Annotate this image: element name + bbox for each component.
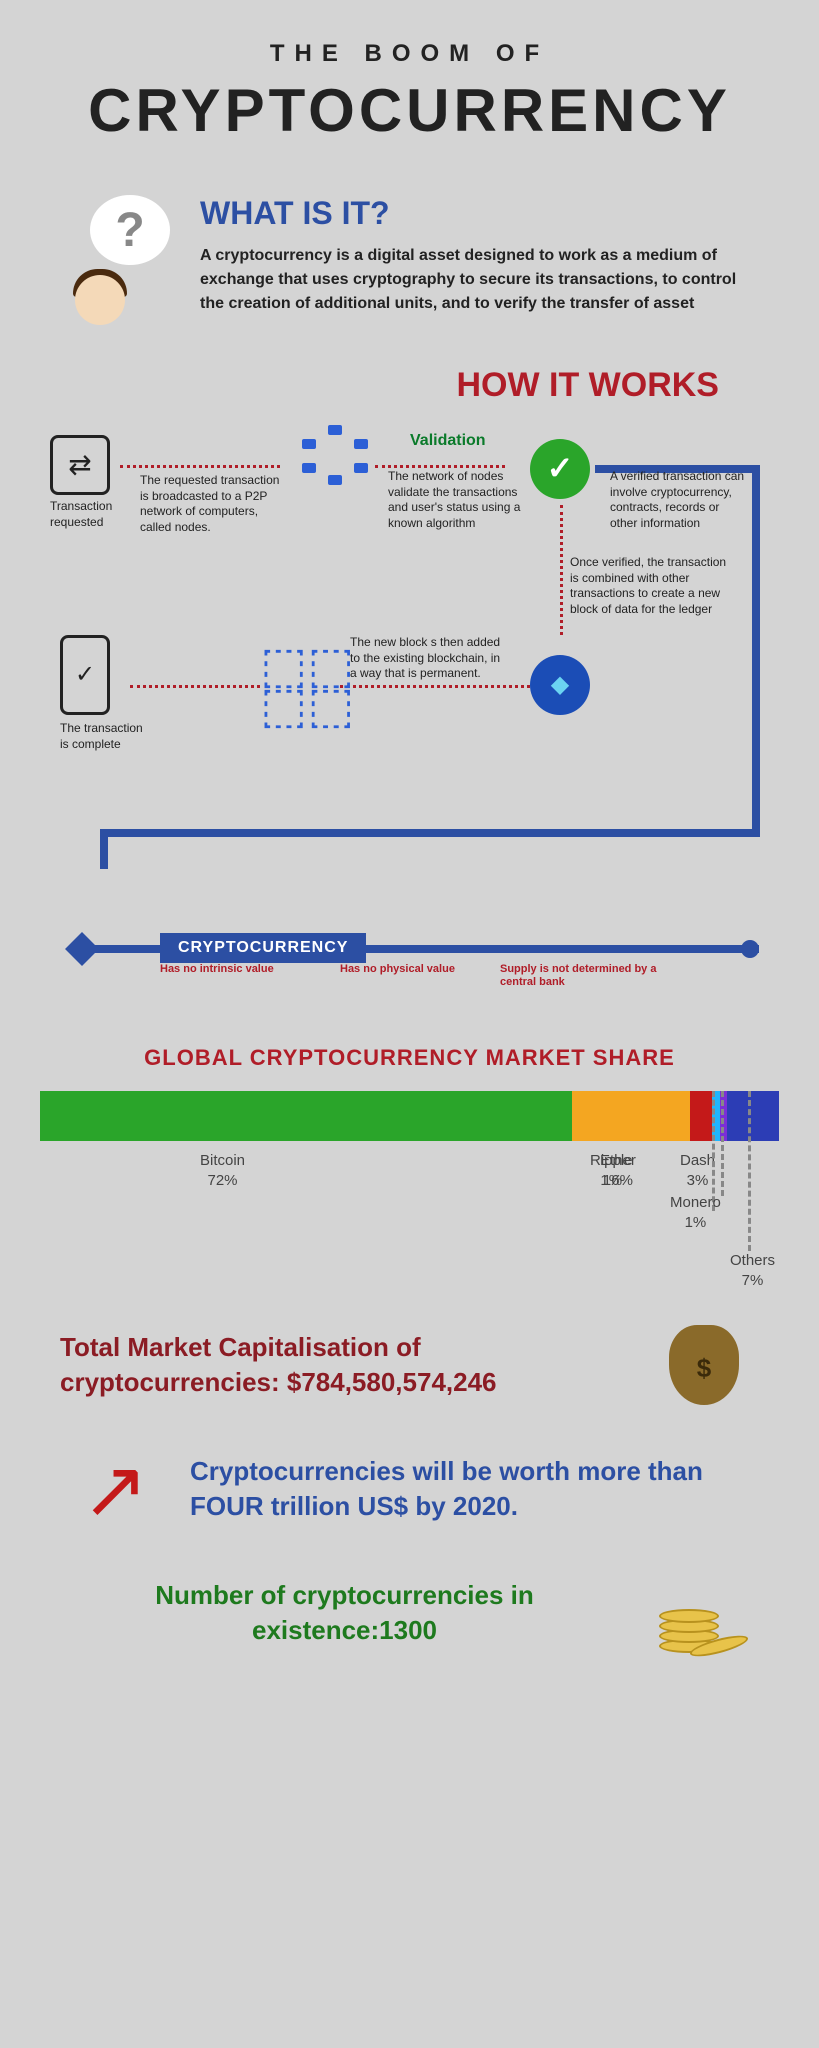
block-icon: ◆ xyxy=(530,655,590,715)
phone-check-icon: ✓ xyxy=(60,635,110,715)
market-seg-bitcoin xyxy=(40,1091,572,1141)
moneybag-icon xyxy=(649,1315,759,1415)
crypto-properties-bar: CRYPTOCURRENCY Has no intrinsic value Ha… xyxy=(40,915,779,995)
seg-pct-dash: 3% xyxy=(680,1171,715,1191)
crypto-prop-1: Has no intrinsic value xyxy=(160,963,280,976)
seg-name-others: Others xyxy=(730,1252,775,1269)
seg-pct-bitcoin: 72% xyxy=(200,1171,245,1191)
step-verified: A verified transaction can involve crypt… xyxy=(610,469,750,531)
market-seg-ether xyxy=(572,1091,690,1141)
how-it-works-flow: ⇄ Transaction requested The requested tr… xyxy=(40,425,779,885)
main-title: CRYPTOCURRENCY xyxy=(40,76,779,145)
question-bubble-icon: ? xyxy=(90,195,170,265)
arrow-up-icon: ↗ xyxy=(60,1439,170,1539)
network-nodes-icon xyxy=(300,425,370,485)
market-seg-dash xyxy=(690,1091,712,1141)
thinking-person-icon: ? xyxy=(60,195,180,316)
seg-name-bitcoin: Bitcoin xyxy=(200,1152,245,1169)
market-share-heading: GLOBAL CRYPTOCURRENCY MARKET SHARE xyxy=(40,1045,779,1071)
seg-pct-monero: 1% xyxy=(670,1213,721,1233)
market-share-bar xyxy=(40,1091,779,1141)
step-request-label: Transaction requested xyxy=(50,499,130,530)
market-seg-others xyxy=(727,1091,779,1141)
step-combined: Once verified, the transaction is combin… xyxy=(570,555,730,617)
step-added: The new block s then added to the existi… xyxy=(350,635,510,682)
crypto-prop-3: Supply is not determined by a central ba… xyxy=(500,963,660,989)
what-is-heading: WHAT IS IT? xyxy=(200,195,759,232)
document-swap-icon: ⇄ xyxy=(50,435,110,495)
seg-pct-ripple: 1% xyxy=(590,1171,633,1191)
crypto-label: CRYPTOCURRENCY xyxy=(160,933,366,963)
stat-count: Number of cryptocurrencies in existence:… xyxy=(60,1578,629,1648)
coins-icon xyxy=(649,1563,759,1663)
stat-marketcap: Total Market Capitalisation of cryptocur… xyxy=(60,1330,629,1400)
stat-forecast: Cryptocurrencies will be worth more than… xyxy=(190,1454,759,1524)
checkmark-icon: ✓ xyxy=(530,439,590,499)
step-broadcast: The requested transaction is broadcasted… xyxy=(140,473,290,535)
seg-pct-others: 7% xyxy=(730,1271,775,1291)
how-it-works-heading: HOW IT WORKS xyxy=(40,366,779,405)
pretitle: THE BOOM OF xyxy=(40,40,779,68)
market-share-labels: Bitcoin 72% Ether 16% Dash 3% Ripple 1% … xyxy=(40,1151,779,1291)
what-is-body: A cryptocurrency is a digital asset desi… xyxy=(200,244,759,316)
validation-label: Validation xyxy=(410,431,486,452)
step-complete: The transaction is complete xyxy=(60,721,150,752)
seg-name-ripple: Ripple xyxy=(590,1152,633,1169)
blockchain-cubes-icon: ⬚⬚⬚⬚ xyxy=(260,645,354,725)
crypto-prop-2: Has no physical value xyxy=(340,963,460,976)
step-validate: The network of nodes validate the transa… xyxy=(388,469,528,531)
seg-name-monero: Monero xyxy=(670,1194,721,1211)
seg-name-dash: Dash xyxy=(680,1152,715,1169)
